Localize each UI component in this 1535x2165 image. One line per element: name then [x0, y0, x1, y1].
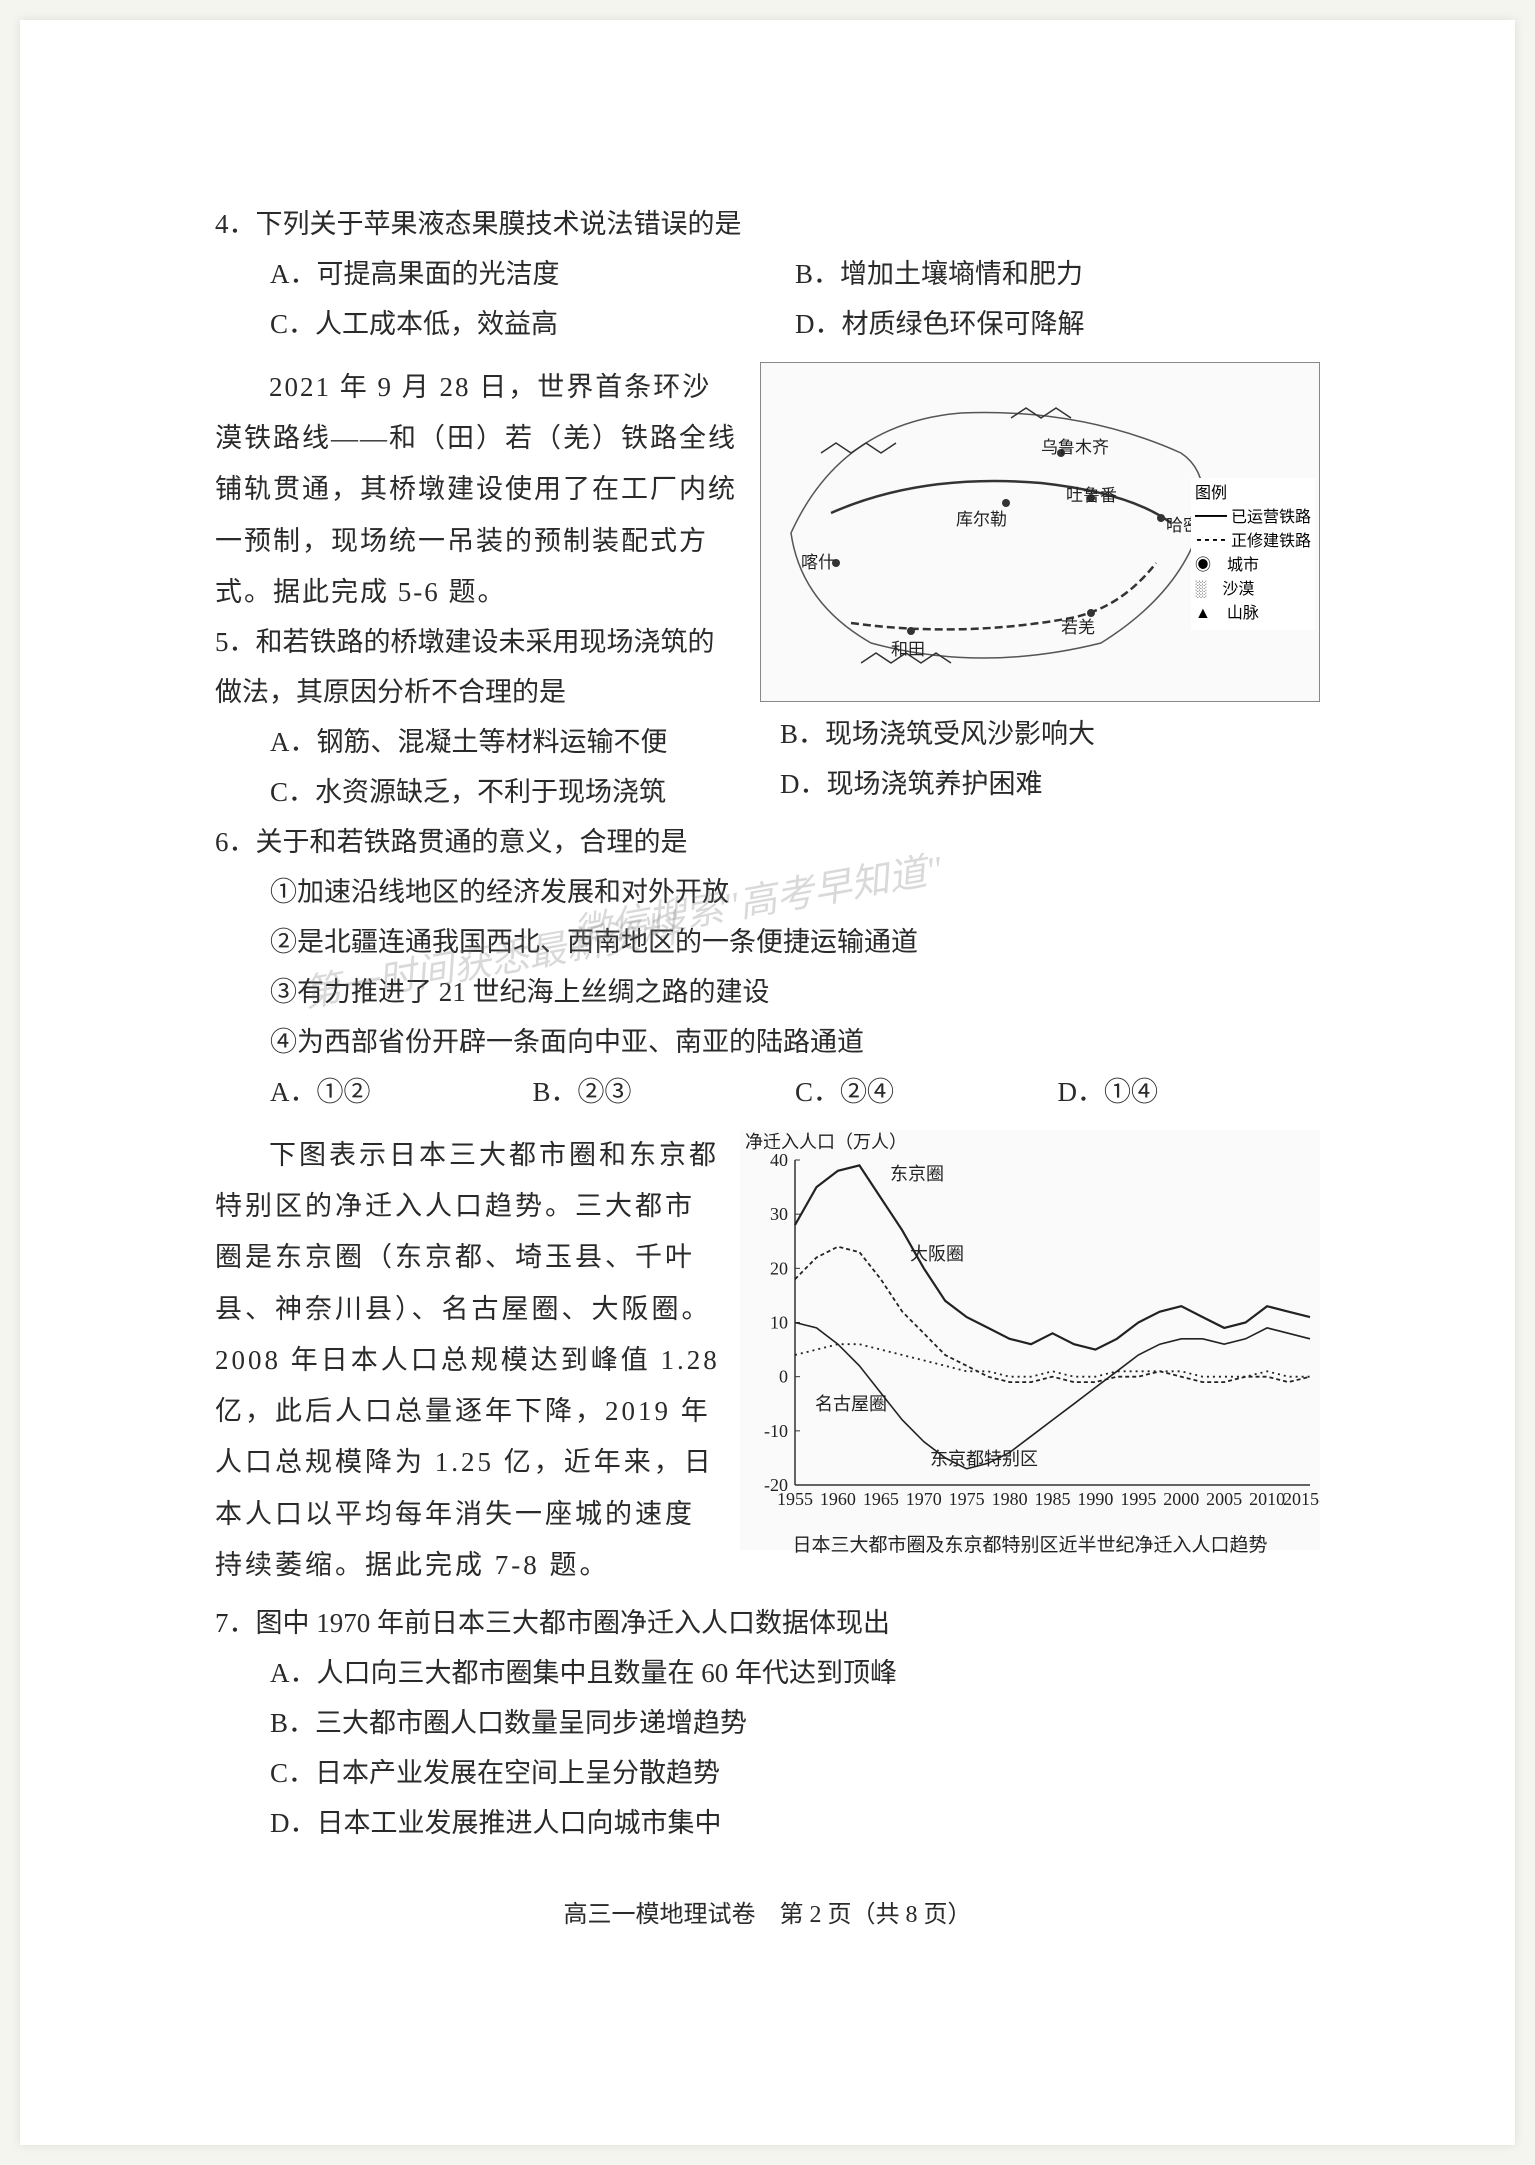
svg-text:1975: 1975 [949, 1489, 985, 1509]
context-78-block: 下图表示日本三大都市圈和东京都特别区的净迁入人口趋势。三大都市圈是东京圈（东京都… [215, 1130, 1320, 1592]
q6-item1: ①加速沿线地区的经济发展和对外开放 [215, 868, 1320, 918]
q6-item2: ②是北疆连通我国西北、西南地区的一条便捷运输通道 [215, 918, 1320, 968]
svg-text:1960: 1960 [820, 1489, 856, 1509]
legend-title: 图例 [1195, 482, 1311, 506]
svg-text:2015年: 2015年 [1283, 1489, 1320, 1509]
q7-option-b: B．三大都市圈人口数量呈同步递增趋势 [215, 1699, 1320, 1749]
svg-text:30: 30 [770, 1204, 788, 1224]
svg-text:1970: 1970 [906, 1489, 942, 1509]
svg-text:1955: 1955 [777, 1489, 813, 1509]
svg-text:1980: 1980 [992, 1489, 1028, 1509]
page-footer: 高三一模地理试卷 第 2 页（共 8 页） [215, 1894, 1320, 1929]
question-4: 4．下列关于苹果液态果膜技术说法错误的是 A．可提高果面的光洁度 B．增加土壤墒… [215, 200, 1320, 350]
q5-option-a: A．钢筋、混凝土等材料运输不便 [270, 718, 740, 768]
context-56-text: 2021 年 9 月 28 日，世界首条环沙漠铁路线——和（田）若（羌）铁路全线… [215, 362, 740, 618]
svg-text:1990: 1990 [1077, 1489, 1113, 1509]
q5-stem: 5．和若铁路的桥墩建设未采用现场浇筑的做法，其原因分析不合理的是 [215, 618, 740, 718]
q4-stem: 4．下列关于苹果液态果膜技术说法错误的是 [215, 200, 1320, 250]
q5-options-left: A．钢筋、混凝土等材料运输不便 C．水资源缺乏，不利于现场浇筑 [215, 718, 740, 818]
question-6: 6．关于和若铁路贯通的意义，合理的是 ①加速沿线地区的经济发展和对外开放 ②是北… [215, 818, 1320, 1118]
q7-stem: 7．图中 1970 年前日本三大都市圈净迁入人口数据体现出 [215, 1599, 1320, 1649]
q7-option-a: A．人口向三大都市圈集中且数量在 60 年代达到顶峰 [215, 1649, 1320, 1699]
chart-svg: 净迁入人口（万人） 403020100-10-20 19551960196519… [740, 1130, 1320, 1520]
q4-option-c: C．人工成本低，效益高 [270, 300, 795, 350]
chart-ylabel: 净迁入人口（万人） [745, 1132, 907, 1152]
q5-option-d: D．现场浇筑养护困难 [780, 760, 1320, 810]
legend-l4: ░ 沙漠 [1195, 578, 1311, 602]
q4-option-d: D．材质绿色环保可降解 [795, 300, 1320, 350]
chart-caption: 日本三大都市圈及东京都特别区近半世纪净迁入人口趋势 [740, 1530, 1320, 1557]
svg-text:2005: 2005 [1206, 1489, 1242, 1509]
map-city-ruoqiang: 若羌 [1061, 613, 1095, 638]
legend-l1: ━━ 已运营铁路 [1195, 506, 1311, 530]
q6-option-c: C．②④ [795, 1068, 1058, 1118]
q4-option-a: A．可提高果面的光洁度 [270, 250, 795, 300]
map-city-urumqi: 乌鲁木齐 [1041, 433, 1109, 458]
svg-text:40: 40 [770, 1150, 788, 1170]
exam-page: 微信搜索"高考早知道" 第一时间获悉最新资料 4．下列关于苹果液态果膜技术说法错… [20, 20, 1515, 2145]
legend-l2: ╍╍ 正修建铁路 [1195, 530, 1311, 554]
series-nagoya: 名古屋圈 [815, 1394, 887, 1414]
q5-option-b: B．现场浇筑受风沙影响大 [780, 710, 1320, 760]
railway-map-figure: 乌鲁木齐 库尔勒 吐鲁番 哈密 喀什 和田 若羌 图例 ━━ 已运营铁路 ╍╍ … [760, 362, 1320, 702]
svg-text:-10: -10 [764, 1421, 788, 1441]
svg-text:2000: 2000 [1163, 1489, 1199, 1509]
q4-options: A．可提高果面的光洁度 B．增加土壤墒情和肥力 C．人工成本低，效益高 D．材质… [215, 250, 1320, 350]
svg-text:1985: 1985 [1035, 1489, 1071, 1509]
q4-option-b: B．增加土壤墒情和肥力 [795, 250, 1320, 300]
context-56-block: 2021 年 9 月 28 日，世界首条环沙漠铁路线——和（田）若（羌）铁路全线… [215, 362, 1320, 818]
q6-option-d: D．①④ [1058, 1068, 1321, 1118]
series-osaka: 大阪圈 [910, 1244, 964, 1264]
map-city-kashgar: 喀什 [801, 548, 835, 573]
question-7: 7．图中 1970 年前日本三大都市圈净迁入人口数据体现出 A．人口向三大都市圈… [215, 1599, 1320, 1849]
map-legend: 图例 ━━ 已运营铁路 ╍╍ 正修建铁路 ◉ 城市 ░ 沙漠 ▲ 山脉 [1191, 478, 1315, 630]
legend-l5: ▲ 山脉 [1195, 602, 1311, 626]
q7-option-c: C．日本产业发展在空间上呈分散趋势 [215, 1749, 1320, 1799]
migration-chart: 净迁入人口（万人） 403020100-10-20 19551960196519… [740, 1130, 1320, 1550]
series-tokyo: 东京圈 [890, 1164, 944, 1184]
svg-text:1995: 1995 [1120, 1489, 1156, 1509]
svg-text:10: 10 [770, 1312, 788, 1332]
q6-item4: ④为西部省份开辟一条面向中亚、南亚的陆路通道 [215, 1018, 1320, 1068]
q7-option-d: D．日本工业发展推进人口向城市集中 [215, 1799, 1320, 1849]
q6-option-b: B．②③ [533, 1068, 796, 1118]
series-tokyo-special: 东京都特别区 [930, 1449, 1038, 1469]
context-78-text: 下图表示日本三大都市圈和东京都特别区的净迁入人口趋势。三大都市圈是东京圈（东京都… [215, 1130, 720, 1592]
q6-stem: 6．关于和若铁路贯通的意义，合理的是 [215, 818, 1320, 868]
svg-text:2010: 2010 [1249, 1489, 1285, 1509]
q6-item3: ③有力推进了 21 世纪海上丝绸之路的建设 [215, 968, 1320, 1018]
map-city-hotan: 和田 [891, 635, 925, 660]
svg-text:1965: 1965 [863, 1489, 899, 1509]
svg-text:20: 20 [770, 1258, 788, 1278]
q5-option-c: C．水资源缺乏，不利于现场浇筑 [270, 768, 740, 818]
legend-l3: ◉ 城市 [1195, 554, 1311, 578]
svg-text:0: 0 [779, 1366, 788, 1386]
map-city-korla: 库尔勒 [956, 505, 1007, 530]
q6-options: A．①② B．②③ C．②④ D．①④ [215, 1068, 1320, 1118]
map-city-turpan: 吐鲁番 [1066, 481, 1117, 506]
q6-option-a: A．①② [270, 1068, 533, 1118]
